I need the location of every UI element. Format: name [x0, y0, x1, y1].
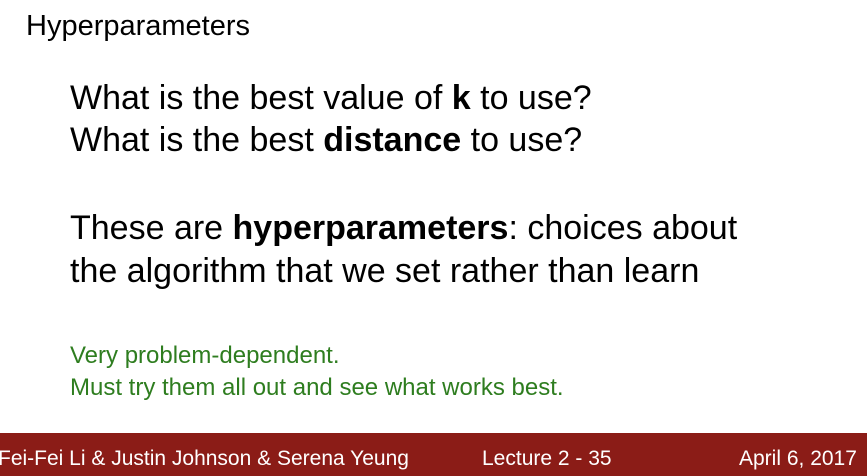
question-k-text-after: to use?	[470, 79, 592, 117]
question-distance-text-before: What is the best	[70, 121, 324, 159]
footer-lecture-number: Lecture 2 - 35	[482, 447, 612, 470]
note-line-1: Very problem-dependent.	[70, 342, 340, 369]
definition-line-2: the algorithm that we set rather than le…	[70, 252, 700, 290]
footer-bar: Fei-Fei Li & Justin Johnson & Serena Yeu…	[0, 433, 867, 476]
definition-text-before: These are	[70, 209, 233, 247]
notes-block: Very problem-dependent. Must try them al…	[70, 340, 564, 404]
slide-title: Hyperparameters	[26, 10, 251, 42]
footer-authors: Fei-Fei Li & Justin Johnson & Serena Yeu…	[0, 447, 409, 470]
question-k-text-before: What is the best value of	[70, 79, 452, 117]
note-line-2: Must try them all out and see what works…	[70, 374, 564, 401]
definition-block: These are hyperparameters: choices about…	[70, 207, 737, 293]
definition-line-1: These are hyperparameters: choices about	[70, 207, 737, 250]
question-distance-text-after: to use?	[461, 121, 583, 159]
question-distance-bold: distance	[323, 121, 462, 159]
question-k: What is the best value of k to use?	[70, 77, 592, 119]
question-distance: What is the best distance to use?	[70, 119, 592, 161]
footer-date: April 6, 2017	[739, 447, 857, 470]
question-k-bold: k	[451, 79, 471, 117]
definition-bold-term: hyperparameters	[232, 209, 509, 247]
definition-text-after: : choices about	[508, 209, 738, 247]
questions-block: What is the best value of k to use? What…	[70, 77, 592, 161]
